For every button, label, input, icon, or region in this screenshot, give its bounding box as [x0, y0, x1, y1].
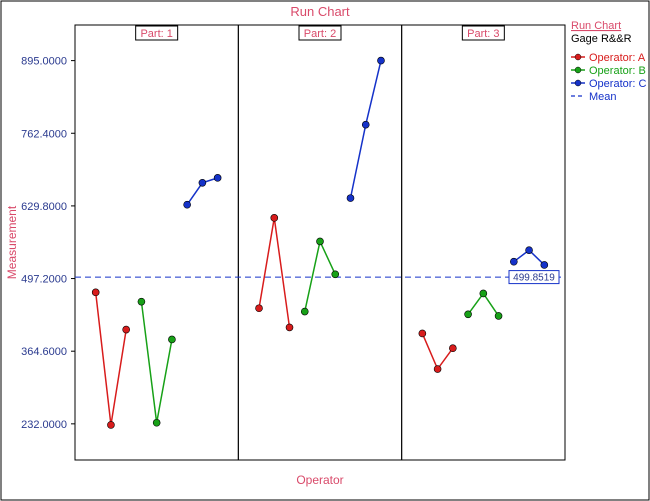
- series-line: [350, 61, 380, 199]
- data-point: [434, 366, 441, 373]
- data-point: [377, 57, 384, 64]
- data-point: [271, 214, 278, 221]
- series-line: [96, 292, 126, 425]
- y-tick-label: 232.0000: [21, 419, 67, 431]
- data-point: [480, 290, 487, 297]
- y-tick-label: 762.4000: [21, 128, 67, 140]
- data-point: [107, 421, 114, 428]
- x-axis-label: Operator: [296, 473, 343, 487]
- data-point: [465, 311, 472, 318]
- chart-svg: Run Chart Part: 1 Part: 2 Part: 3 232.0000 36…: [0, 0, 650, 501]
- panel-border: [75, 25, 238, 460]
- data-point: [419, 330, 426, 337]
- data-point: [332, 271, 339, 278]
- panel-border: [402, 25, 565, 460]
- data-point: [123, 326, 130, 333]
- data-point: [138, 298, 145, 305]
- legend-swatch-marker: [575, 67, 581, 73]
- data-point: [184, 201, 191, 208]
- data-point: [214, 174, 221, 181]
- data-point: [495, 312, 502, 319]
- legend-title: Run Chart: [571, 20, 621, 32]
- legend-subtitle: Gage R&&R: [571, 33, 632, 45]
- y-tick-label: 497.2000: [21, 274, 67, 286]
- data-point: [168, 336, 175, 343]
- legend-item-label: Operator: B: [589, 65, 646, 77]
- legend-item-label: Mean: [589, 91, 617, 103]
- data-point: [541, 261, 548, 268]
- y-tick-label: 895.0000: [21, 56, 67, 68]
- series-line: [305, 241, 335, 311]
- chart-title: Run Chart: [290, 4, 350, 19]
- data-point: [317, 238, 324, 245]
- data-point: [347, 195, 354, 202]
- panel-label: Part: 3: [467, 28, 499, 40]
- legend-swatch-marker: [575, 80, 581, 86]
- run-chart: Run Chart Part: 1 Part: 2 Part: 3 232.0000 36…: [0, 0, 650, 501]
- data-point: [510, 258, 517, 265]
- y-axis-label: Measurement: [5, 205, 19, 279]
- series-line: [422, 333, 452, 369]
- series-line: [259, 218, 289, 328]
- series-line: [141, 302, 171, 423]
- legend-swatch-marker: [575, 54, 581, 60]
- data-point: [362, 121, 369, 128]
- data-point: [526, 247, 533, 254]
- data-point: [92, 289, 99, 296]
- data-point: [449, 345, 456, 352]
- panel-label: Part: 2: [304, 28, 336, 40]
- panel-label: Part: 1: [140, 28, 172, 40]
- legend-item-label: Operator: C: [589, 78, 647, 90]
- data-point: [199, 179, 206, 186]
- mean-label: 499.8519: [513, 273, 555, 284]
- y-tick-label: 364.6000: [21, 346, 67, 358]
- data-point: [256, 305, 263, 312]
- data-point: [301, 308, 308, 315]
- legend-item-label: Operator: A: [589, 52, 646, 64]
- data-point: [286, 324, 293, 331]
- y-tick-label: 629.8000: [21, 201, 67, 213]
- data-point: [153, 419, 160, 426]
